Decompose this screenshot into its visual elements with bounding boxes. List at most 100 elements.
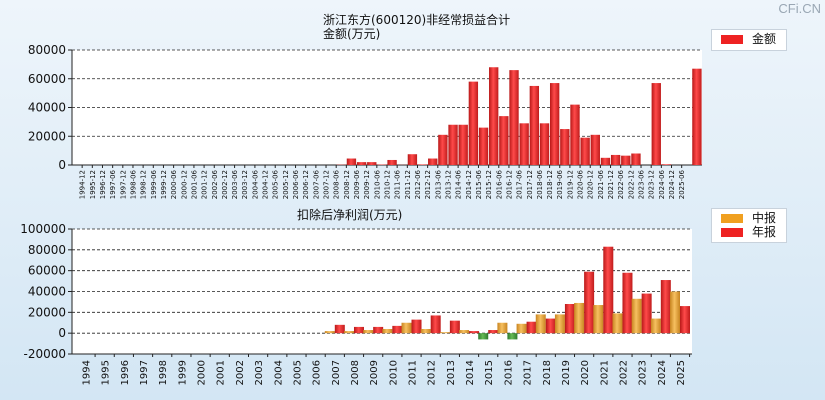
chart1-x-tick-label: 2023-12 bbox=[648, 170, 656, 199]
chart2-bar-annual bbox=[641, 293, 652, 334]
chart1-x-tick-label: 2015-12 bbox=[485, 170, 493, 199]
chart1-x-tick-label: 1995-12 bbox=[89, 170, 97, 199]
chart1-bar bbox=[661, 164, 672, 165]
chart1-x-tick-label: 2009-12 bbox=[363, 170, 371, 199]
chart1-x-tick-label: 1998-12 bbox=[140, 170, 148, 199]
chart2-x-tick-label: 2023 bbox=[638, 360, 649, 385]
chart2-bar-interim bbox=[382, 329, 393, 334]
chart1-x-tick-label: 2004-06 bbox=[251, 169, 259, 199]
chart2-bar-interim bbox=[516, 323, 527, 334]
chart1-x-tick-label: 1996-12 bbox=[99, 170, 107, 199]
chart2-bar-interim bbox=[497, 322, 508, 334]
chart2-x-tick-label: 2024 bbox=[657, 360, 668, 385]
chart1-x-tick-label: 2000-06 bbox=[170, 169, 178, 199]
chart2-bar-interim bbox=[612, 313, 623, 334]
chart2-x-tick-label: 2016 bbox=[503, 360, 514, 385]
chart1-x-tick-label: 2013-12 bbox=[444, 170, 452, 199]
chart1-y-tick-label: 80000 bbox=[28, 43, 66, 57]
chart1-bar bbox=[692, 68, 702, 165]
chart2-bar-annual bbox=[488, 330, 499, 334]
chart1-x-tick-label: 2016-06 bbox=[495, 169, 503, 199]
chart1-y-tick-label: 40000 bbox=[28, 101, 66, 115]
chart1-y-tick-label: 20000 bbox=[28, 129, 66, 143]
chart1-x-tick-label: 2007-06 bbox=[312, 169, 320, 199]
chart1-bar bbox=[631, 153, 641, 165]
chart1-bar bbox=[549, 83, 560, 165]
chart2-x-tick-label: 1997 bbox=[139, 360, 150, 385]
chart1-x-tick-label: 2017-06 bbox=[516, 169, 524, 199]
chart2-x-tick-label: 2003 bbox=[254, 360, 265, 385]
chart2-bar-annual bbox=[564, 304, 575, 334]
chart2-bar-interim bbox=[535, 314, 546, 334]
chart1-bar bbox=[367, 162, 377, 165]
chart1-x-tick-label: 2008-12 bbox=[343, 170, 351, 199]
legend-label-interim: 中报 bbox=[752, 211, 777, 225]
chart2-bar-annual bbox=[526, 321, 537, 334]
chart1-bar bbox=[651, 83, 661, 165]
chart1-bar bbox=[621, 155, 631, 165]
chart2-bar-interim bbox=[324, 331, 335, 334]
chart1-x-tick-label: 2001-06 bbox=[190, 169, 198, 199]
chart2-bar-interim bbox=[554, 314, 565, 334]
chart1-y-tick-label: 60000 bbox=[28, 72, 66, 86]
chart1-bar bbox=[478, 127, 489, 165]
chart2-x-tick-label: 2001 bbox=[216, 360, 227, 385]
chart2-y-tick-label: 80000 bbox=[28, 243, 66, 257]
chart1-x-tick-label: 2013-06 bbox=[434, 169, 442, 199]
chart1-bar bbox=[539, 123, 550, 165]
chart1-x-tick-label: 2024-06 bbox=[658, 169, 666, 199]
chart1-x-tick-label: 2008-06 bbox=[333, 169, 341, 199]
chart2-bar-interim bbox=[363, 330, 374, 334]
chart2-x-tick-label: 2011 bbox=[408, 360, 419, 385]
chart2-x-tick-label: 2013 bbox=[446, 360, 457, 385]
chart1-x-tick-label: 2018-06 bbox=[536, 169, 544, 199]
chart1-x-tick-label: 2012-12 bbox=[424, 170, 432, 199]
chart1-x-tick-label: 2025-06 bbox=[678, 169, 686, 199]
chart2-y-tick-label: 20000 bbox=[28, 305, 66, 319]
chart2-bar-annual bbox=[392, 325, 403, 334]
chart2-x-tick-label: 2014 bbox=[465, 360, 476, 385]
chart1-x-tick-label: 2000-12 bbox=[180, 170, 188, 199]
legend-label-amount: 金额 bbox=[752, 32, 777, 46]
chart2-bar-annual bbox=[373, 326, 384, 334]
chart2-bar-annual bbox=[680, 306, 690, 334]
chart1-x-tick-label: 2017-12 bbox=[526, 170, 534, 199]
chart1-bar bbox=[610, 154, 621, 165]
chart2-bar-interim bbox=[420, 329, 431, 334]
chart1-x-tick-label: 1999-06 bbox=[150, 169, 158, 199]
chart2-bar-interim bbox=[439, 332, 450, 334]
chart1-bar bbox=[600, 157, 611, 165]
chart1-x-tick-label: 1998-06 bbox=[129, 169, 137, 199]
chart1-x-tick-label: 1994-12 bbox=[79, 170, 87, 199]
chart2-bar-interim bbox=[343, 331, 354, 334]
chart2-x-tick-label: 1994 bbox=[82, 360, 93, 385]
chart1-subtitle: 金额(万元) bbox=[323, 27, 381, 41]
chart2-bar-interim bbox=[478, 333, 489, 340]
chart2-x-tick-label: 2019 bbox=[561, 360, 572, 385]
chart1-bar bbox=[356, 162, 367, 165]
chart2-x-tick-label: 2017 bbox=[523, 360, 534, 385]
chart1-bar bbox=[458, 124, 468, 165]
chart1-bar bbox=[438, 134, 448, 165]
chart2-bar-interim bbox=[670, 291, 680, 334]
chart2-bar-interim bbox=[650, 318, 661, 334]
chart2-y-tick-label: -20000 bbox=[23, 347, 66, 361]
chart1-x-tick-label: 2001-12 bbox=[201, 170, 209, 199]
chart1-legend: 金额 bbox=[711, 29, 787, 51]
chart2-bar-annual bbox=[584, 271, 595, 334]
chart1-bar bbox=[387, 159, 397, 165]
chart1-x-tick-label: 2021-12 bbox=[607, 170, 615, 199]
chart1-y-tick-label: 0 bbox=[58, 158, 66, 172]
chart1-x-tick-label: 2014-06 bbox=[455, 169, 463, 199]
chart2-bar-annual bbox=[430, 315, 441, 334]
chart1-x-tick-label: 1997-12 bbox=[119, 170, 127, 199]
chart1-x-tick-label: 2022-12 bbox=[627, 170, 635, 199]
chart2-bar-annual bbox=[603, 246, 614, 334]
chart2-x-tick-label: 1996 bbox=[120, 360, 131, 385]
chart2-x-tick-label: 2020 bbox=[580, 360, 591, 385]
chart2-legend: 中报 年报 bbox=[711, 208, 787, 243]
chart2-bar-annual bbox=[449, 320, 460, 334]
chart2-bar-interim bbox=[631, 298, 642, 334]
chart2-x-tick-label: 2005 bbox=[292, 360, 303, 385]
chart2-bar-annual bbox=[660, 280, 671, 334]
